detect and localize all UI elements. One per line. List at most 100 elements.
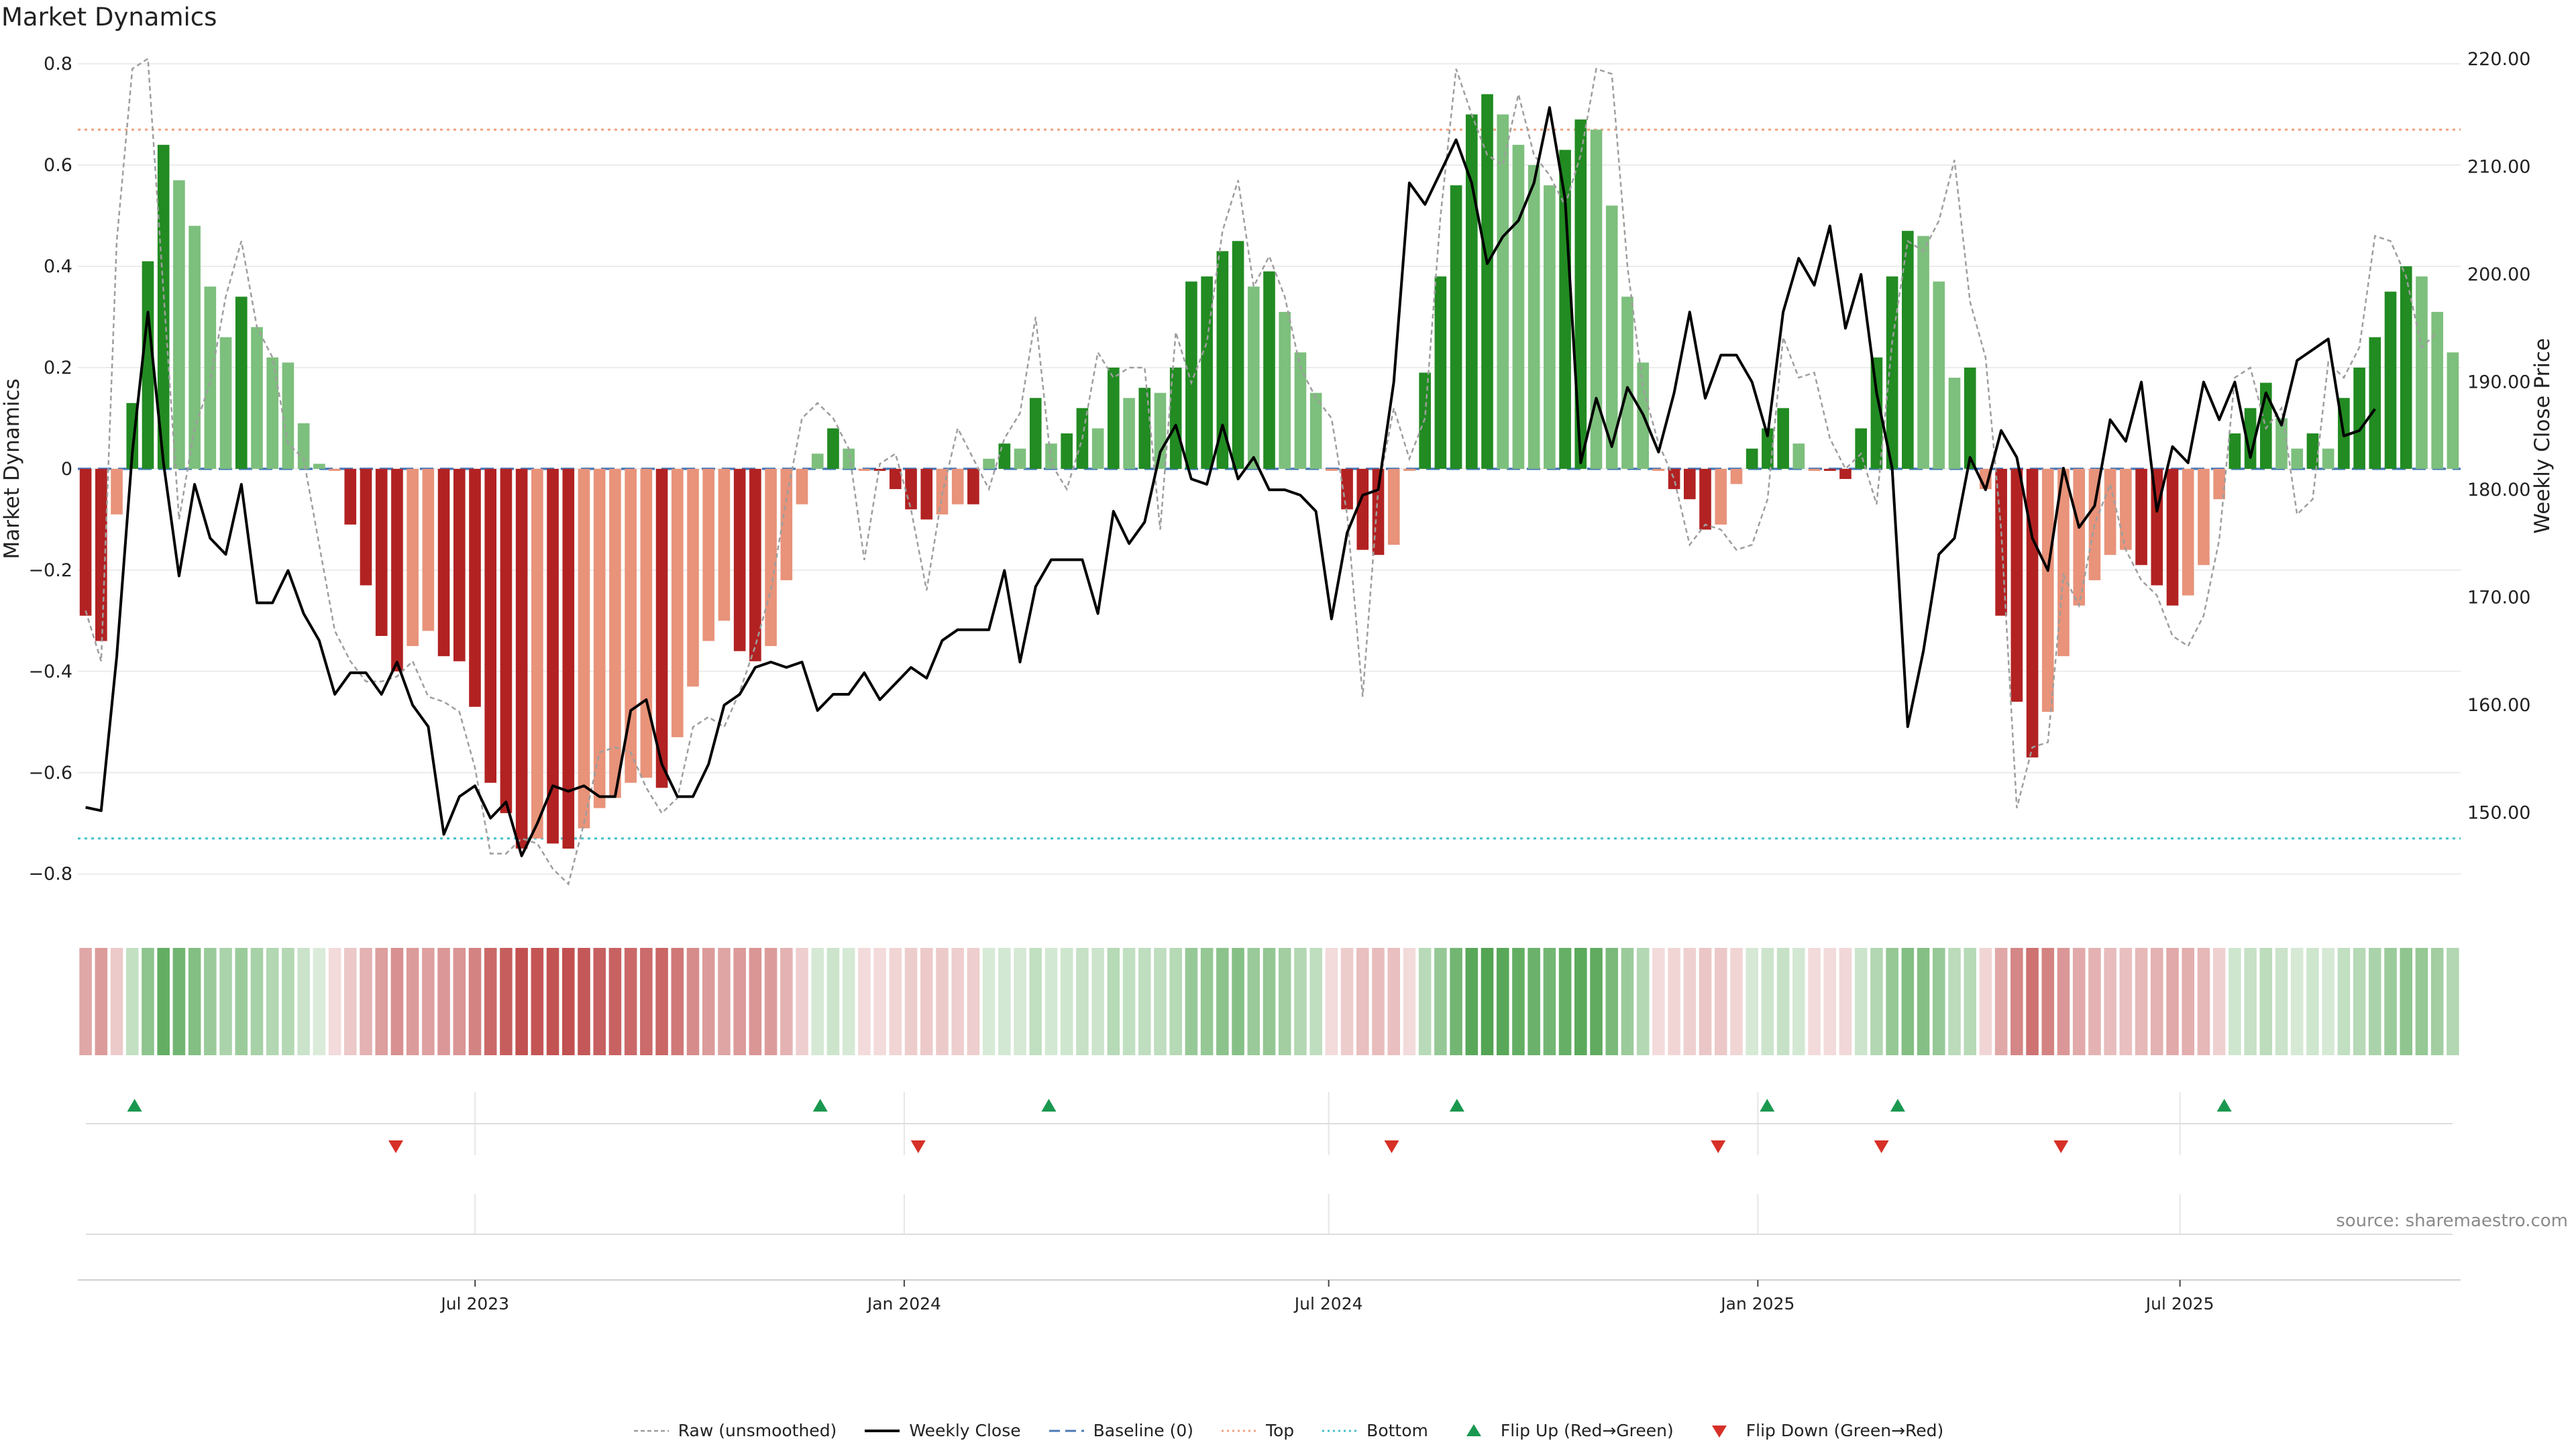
- legend-label: Weekly Close: [909, 1421, 1021, 1440]
- right-tick-label: 190.00: [2467, 372, 2530, 393]
- dynamics-bar: [625, 468, 637, 783]
- regime-cell: [2212, 948, 2226, 1055]
- regime-cell: [1450, 948, 1462, 1055]
- regime-cell: [1247, 948, 1260, 1055]
- raw-line: [85, 57, 2438, 886]
- dynamics-bar: [515, 468, 528, 849]
- legend-triangle: [1711, 1425, 1727, 1438]
- legend-label: Raw (unsmoothed): [678, 1421, 837, 1440]
- regime-cell: [1746, 948, 1758, 1055]
- legend-label: Flip Down (Green→Red): [1746, 1421, 1944, 1440]
- source-credit: source: sharemaestro.com: [2336, 1211, 2568, 1231]
- regime-cell: [2088, 948, 2101, 1055]
- regime-cell: [1901, 948, 1915, 1055]
- regime-cell: [375, 948, 388, 1055]
- dynamics-bar: [1823, 468, 1836, 471]
- dynamics-bar: [1294, 352, 1307, 469]
- regime-cell: [79, 948, 92, 1055]
- flip-up-marker: [1449, 1099, 1464, 1112]
- right-axis-label: Weekly Close Price: [2530, 338, 2555, 534]
- legend-label: Top: [1265, 1421, 1295, 1440]
- regime-cell: [1730, 948, 1743, 1055]
- dynamics-bar: [1403, 468, 1415, 471]
- dynamics-bar: [1652, 468, 1665, 471]
- regime-cell: [1465, 948, 1479, 1055]
- dynamics-bar: [2010, 468, 2023, 702]
- regime-cell: [1699, 948, 1712, 1055]
- regime-cell: [266, 948, 279, 1055]
- flip-up-marker: [1760, 1099, 1775, 1112]
- dynamics-bar: [1309, 392, 1322, 469]
- dynamics-bar: [1512, 144, 1525, 469]
- dynamics-bar: [189, 225, 201, 469]
- regime-cell: [904, 948, 918, 1055]
- regime-cell: [2072, 948, 2086, 1055]
- legend-item-top: Top: [1220, 1421, 1294, 1440]
- legend-swatch-down: [1711, 1425, 1727, 1438]
- dynamics-bar: [1777, 408, 1789, 469]
- right-tick-label: 220.00: [2467, 49, 2530, 70]
- regime-cell: [1668, 948, 1680, 1055]
- regime-cell: [608, 948, 622, 1055]
- regime-cell: [1309, 948, 1322, 1055]
- regime-cell: [1076, 948, 1089, 1055]
- dynamics-bar: [765, 468, 777, 647]
- dynamics-bar: [1201, 276, 1213, 469]
- regime-cell: [1543, 948, 1556, 1055]
- dynamics-bar: [79, 468, 92, 616]
- regime-cell: [1200, 948, 1214, 1055]
- dynamics-bar: [858, 468, 871, 471]
- dynamics-bar: [873, 468, 886, 471]
- dynamics-bar: [1216, 251, 1229, 469]
- dynamics-bar: [671, 468, 684, 737]
- regime-cell: [702, 948, 715, 1055]
- dynamics-bar: [1123, 398, 1135, 469]
- dynamics-bar: [2198, 468, 2210, 566]
- dynamics-bar: [344, 468, 357, 525]
- flip-down-marker: [1874, 1140, 1889, 1153]
- dynamics-bar: [578, 468, 590, 828]
- regime-cell: [1278, 948, 1291, 1055]
- regime-cell: [796, 948, 808, 1055]
- x-tick-label: Jul 2023: [439, 1294, 509, 1313]
- regime-cell: [936, 948, 949, 1055]
- regime-cell: [1512, 948, 1525, 1055]
- right-tick-label: 200.00: [2467, 264, 2530, 285]
- regime-strip: [79, 948, 2459, 1055]
- regime-cell: [1122, 948, 1136, 1055]
- regime-cell: [920, 948, 933, 1055]
- left-tick-label: −0.6: [28, 763, 72, 784]
- regime-cell: [2041, 948, 2055, 1055]
- regime-cell: [1107, 948, 1120, 1055]
- dynamics-bar: [1014, 448, 1026, 469]
- right-tick-label: 210.00: [2467, 157, 2530, 178]
- regime-cell: [718, 948, 731, 1055]
- regime-cell: [967, 948, 980, 1055]
- regime-cell: [811, 948, 824, 1055]
- dynamics-bar: [1169, 367, 1182, 469]
- right-tick-label: 170.00: [2467, 588, 2530, 608]
- regime-cell: [2400, 948, 2413, 1055]
- left-tick-label: 0.2: [44, 358, 72, 378]
- regime-cell: [655, 948, 668, 1055]
- dynamics-bar: [2306, 433, 2319, 469]
- dynamics-bar: [1154, 392, 1167, 469]
- regime-cell: [1434, 948, 1447, 1055]
- dynamics-bar: [2057, 468, 2070, 657]
- dynamics-bar: [796, 468, 808, 504]
- legend-swatch-raw: [633, 1430, 669, 1432]
- dynamics-bar: [1684, 468, 1696, 500]
- flip-down-marker: [1711, 1140, 1726, 1153]
- regime-cell: [1870, 948, 1883, 1055]
- left-tick-label: 0.6: [44, 155, 72, 176]
- dynamics-bar: [391, 468, 403, 672]
- dynamics-bar: [1185, 281, 1197, 469]
- regime-cell: [1325, 948, 1338, 1055]
- regime-cell: [1792, 948, 1805, 1055]
- legend-swatch-close: [865, 1429, 900, 1432]
- regime-cell: [2384, 948, 2397, 1055]
- legend-item-bottom: Bottom: [1321, 1421, 1428, 1440]
- flip-up-marker: [127, 1099, 142, 1112]
- dynamics-bar: [469, 468, 481, 707]
